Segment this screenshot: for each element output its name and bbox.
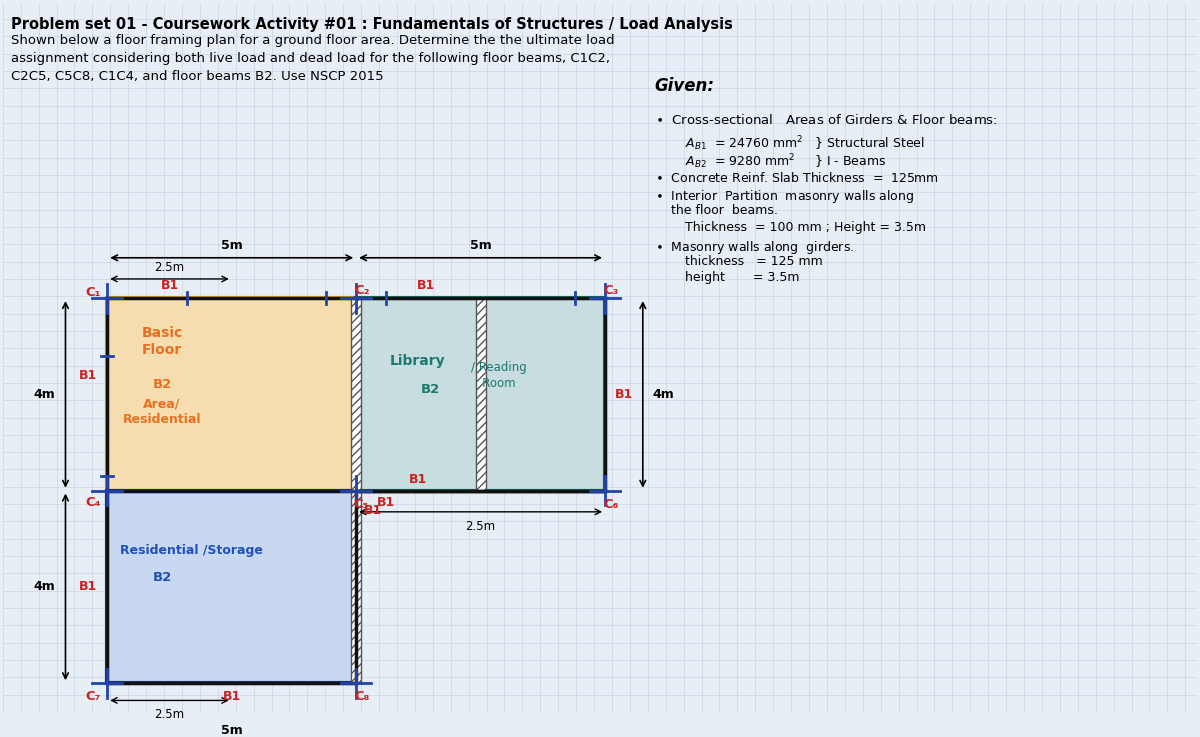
Text: the floor  beams.: the floor beams. (655, 204, 778, 217)
Text: Basic
Floor: Basic Floor (142, 326, 182, 357)
Bar (352, 491, 361, 683)
Text: thickness   = 125 mm: thickness = 125 mm (685, 255, 822, 268)
Text: 2.5m: 2.5m (155, 261, 185, 274)
Text: Thickness  = 100 mm ; Height = 3.5m: Thickness = 100 mm ; Height = 3.5m (685, 221, 925, 234)
Text: B2: B2 (152, 570, 172, 584)
Text: 5m: 5m (221, 239, 242, 252)
Text: 5m: 5m (469, 239, 492, 252)
Text: C₃: C₃ (604, 284, 619, 297)
Text: C₁: C₁ (85, 286, 101, 299)
Bar (107, 491, 356, 683)
Bar (352, 298, 361, 491)
Text: B1: B1 (79, 368, 97, 382)
Text: Library: Library (390, 354, 445, 368)
Text: $A_{B1}$  = 24760 mm$^2$   $\}$ Structural Steel: $A_{B1}$ = 24760 mm$^2$ $\}$ Structural … (685, 135, 924, 153)
Text: C₂: C₂ (354, 284, 370, 297)
Text: B1: B1 (79, 580, 97, 593)
Text: $A_{B2}$  = 9280 mm$^2$     $\}$ I - Beams: $A_{B2}$ = 9280 mm$^2$ $\}$ I - Beams (685, 152, 886, 171)
Bar (475, 298, 486, 491)
Text: Given:: Given: (655, 77, 715, 95)
Text: 4m: 4m (653, 388, 674, 401)
Text: C₄: C₄ (85, 496, 101, 509)
Text: 2.5m: 2.5m (466, 520, 496, 533)
Text: $\bullet$  Concrete Reinf. Slab Thickness  =  125mm: $\bullet$ Concrete Reinf. Slab Thickness… (655, 171, 938, 185)
Text: 5m: 5m (221, 724, 242, 736)
Text: 2.5m: 2.5m (155, 708, 185, 721)
Text: B1: B1 (409, 473, 427, 486)
Text: B2: B2 (421, 383, 440, 396)
Text: Residential /Storage: Residential /Storage (120, 544, 263, 557)
Text: B1: B1 (614, 388, 634, 401)
Text: B1: B1 (222, 690, 241, 703)
Text: C₅: C₅ (354, 497, 368, 511)
Text: $\bullet$  Masonry walls along  girders.: $\bullet$ Masonry walls along girders. (655, 239, 854, 256)
Text: Problem set 01 - Coursework Activity #01 : Fundamentals of Structures / Load Ana: Problem set 01 - Coursework Activity #01… (11, 17, 733, 32)
Bar (356, 298, 605, 491)
Text: B1: B1 (161, 279, 179, 293)
Text: 4m: 4m (34, 388, 55, 401)
Text: / Reading
   Room: / Reading Room (470, 360, 527, 390)
Text: C₆: C₆ (604, 497, 619, 511)
Text: C₈: C₈ (354, 690, 370, 703)
Text: B1: B1 (364, 504, 383, 517)
Text: B1: B1 (377, 497, 395, 509)
Bar (107, 298, 356, 491)
Text: Area/
Residential: Area/ Residential (122, 397, 202, 426)
Text: height       = 3.5m: height = 3.5m (685, 271, 799, 284)
Text: $\bullet$  Cross-sectional   Areas of Girders & Floor beams:: $\bullet$ Cross-sectional Areas of Girde… (655, 113, 997, 128)
Text: 4m: 4m (34, 580, 55, 593)
Text: $\bullet$  Interior  Partition  masonry walls along: $\bullet$ Interior Partition masonry wal… (655, 189, 914, 206)
Text: B2: B2 (152, 378, 172, 391)
Text: C₇: C₇ (85, 690, 101, 703)
Text: B1: B1 (416, 279, 434, 293)
Text: Shown below a floor framing plan for a ground floor area. Determine the the ulti: Shown below a floor framing plan for a g… (11, 34, 614, 83)
